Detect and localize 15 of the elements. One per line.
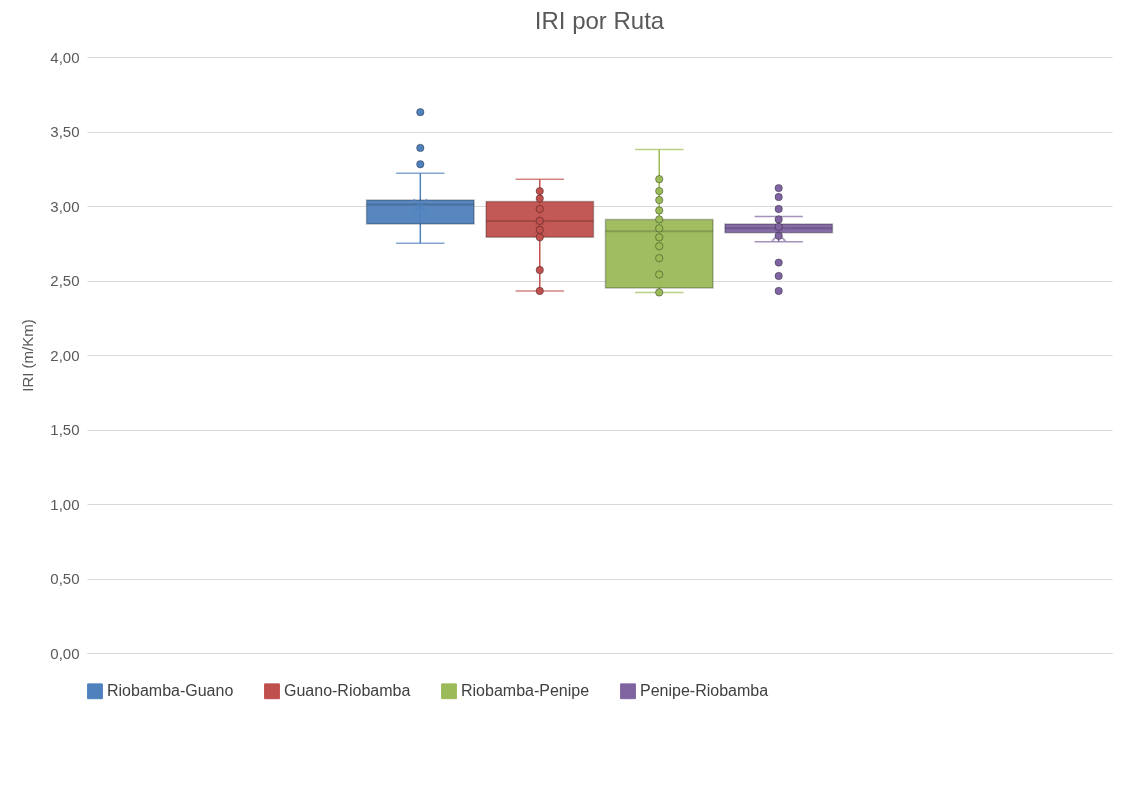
y-tick-label: 1,50: [50, 421, 80, 438]
y-tick-label: 3,00: [50, 197, 80, 215]
y-tick-label: 0,00: [50, 644, 80, 662]
y-tick-label: 2,00: [50, 346, 80, 364]
y-tick-label: 4,00: [50, 48, 80, 66]
legend-label: Riobamba-Guano: [107, 682, 234, 700]
legend-label: Guano-Riobamba: [284, 682, 411, 700]
chart-title: IRI por Ruta: [534, 7, 665, 34]
y-axis-title: IRI (m/Km): [19, 319, 37, 392]
y-tick-label: 2,50: [50, 272, 80, 289]
y-tick-label: 0,50: [50, 570, 80, 587]
legend-label: Riobamba-Penipe: [461, 682, 590, 700]
y-tick-label: 3,50: [50, 123, 80, 140]
y-tick-label: 1,00: [50, 495, 80, 513]
legend-label: Penipe-Riobamba: [640, 682, 769, 700]
